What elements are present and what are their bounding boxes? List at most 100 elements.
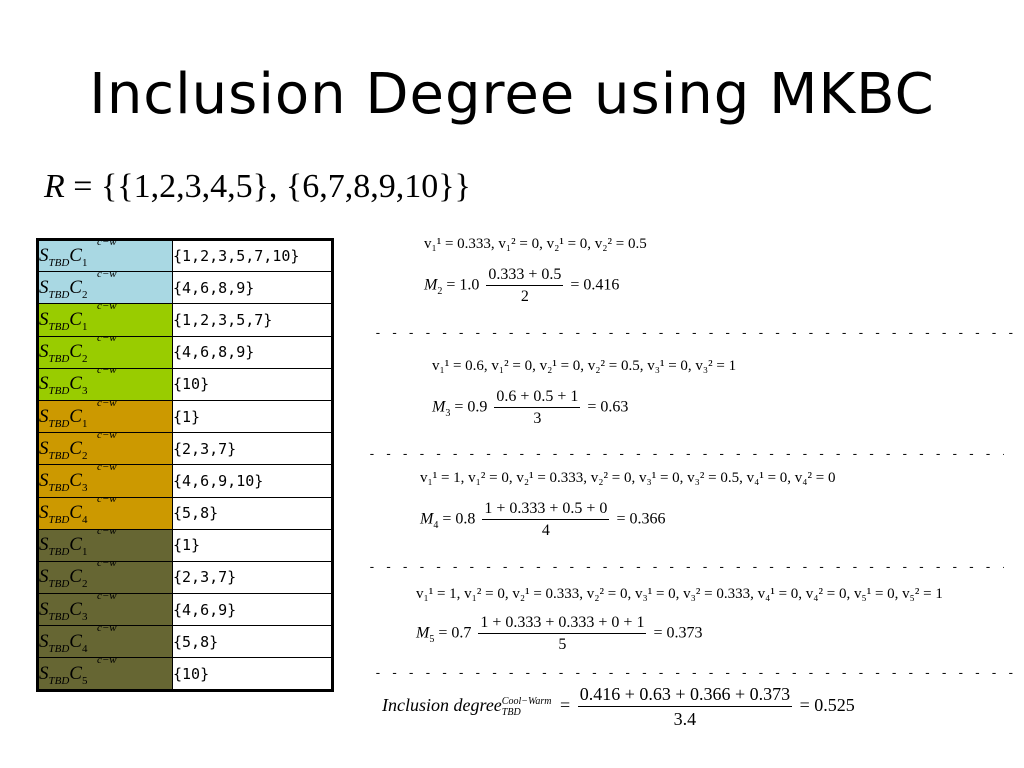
label-index: 4 — [81, 642, 88, 655]
label-tbd: TBD — [48, 674, 70, 687]
class-set-cell: {1,2,3,5,7} — [172, 303, 333, 337]
class-label: STBDC2 c−w — [39, 429, 117, 462]
class-set-cell: {4,6,8,9} — [172, 335, 333, 369]
label-tbd: TBD — [48, 578, 70, 591]
m5-denominator: 5 — [558, 636, 567, 653]
slide-title: Inclusion Degree using MKBC — [89, 62, 935, 127]
relation-sets: = {{1,2,3,4,5}, {6,7,8,9,10}} — [64, 168, 471, 205]
m3-symbol: M — [432, 398, 446, 416]
label-tbd: TBD — [48, 449, 70, 462]
label-c: C — [69, 308, 82, 330]
label-sup: c−w — [97, 364, 117, 377]
label-sup: c−w — [97, 557, 117, 570]
class-label-cell: STBDC1 c−w — [37, 397, 173, 434]
label-index: 1 — [81, 257, 88, 270]
inclusion-degree-equals: = — [560, 695, 571, 716]
table-row: STBDC1 c−w {1,2,3,5,7} — [37, 300, 333, 337]
m3-numerator: 0.6 + 0.5 + 1 — [494, 388, 581, 408]
label-c: C — [69, 437, 82, 459]
inclusion-degree-formula: Inclusion degree Cool−Warm TBD = 0.416 + 0… — [382, 684, 855, 730]
m5-numerator: 1 + 0.333 + 0.333 + 0 + 1 — [478, 614, 647, 634]
class-label: STBDC1 c−w — [39, 300, 117, 333]
label-index: 3 — [81, 481, 88, 494]
label-s: S — [39, 245, 49, 267]
class-label-cell: STBDC1 c−w — [37, 300, 173, 337]
label-tbd: TBD — [48, 481, 70, 494]
label-sup: c−w — [97, 460, 117, 473]
m3-fraction: 0.6 + 0.5 + 1 3 — [494, 388, 581, 428]
class-set-cell: {1} — [172, 528, 333, 562]
table-row: STBDC2 c−w {4,6,8,9} — [37, 268, 333, 305]
label-s: S — [39, 502, 49, 524]
class-label: STBDC2 c−w — [39, 557, 117, 591]
table-row: STBDC2 c−w {2,3,7} — [37, 429, 333, 466]
class-label: STBDC1 c−w — [39, 236, 117, 270]
label-index: 1 — [81, 417, 88, 430]
label-s: S — [39, 276, 49, 298]
m3-result: = 0.63 — [587, 398, 629, 416]
formula-m2: M2 = 1.0 0.333 + 0.5 2 = 0.416 — [424, 266, 619, 306]
class-set-cell: {10} — [172, 367, 333, 401]
m3-index: 3 — [445, 407, 451, 419]
label-c: C — [69, 276, 82, 298]
label-index: 2 — [81, 353, 88, 366]
m2-result: = 0.416 — [570, 276, 620, 294]
label-sup: c−w — [97, 525, 117, 538]
v-values-m3: v₁¹ = 0.6, v₁² = 0, v₂¹ = 0, v₂² = 0.5, … — [432, 358, 737, 374]
class-label-cell: STBDC2 c−w — [37, 332, 173, 369]
inclusion-degree-denominator: 3.4 — [673, 709, 697, 729]
table-row: STBDC1 c−w {1} — [37, 397, 333, 434]
label-tbd: TBD — [48, 353, 70, 366]
label-sup: c−w — [97, 653, 117, 666]
separator-3: - - - - - - - - - - - - - - - - - - - - … — [368, 560, 1004, 575]
table-row: STBDC2 c−w {2,3,7} — [37, 557, 333, 595]
class-set-cell: {5,8} — [172, 625, 333, 659]
label-index: 3 — [81, 385, 88, 398]
m5-index: 5 — [429, 633, 435, 645]
label-sup: c−w — [97, 267, 117, 280]
class-label: STBDC2 c−w — [39, 332, 117, 366]
m5-fraction: 1 + 0.333 + 0.333 + 0 + 1 5 — [478, 614, 647, 654]
label-s: S — [39, 437, 49, 459]
label-c: C — [69, 566, 82, 588]
table-row: STBDC3 c−w {4,6,9,10} — [37, 461, 333, 498]
label-sup: c−w — [97, 332, 117, 345]
m2-numerator: 0.333 + 0.5 — [486, 266, 564, 286]
label-c: C — [69, 630, 82, 652]
class-set-cell: {2,3,7} — [172, 432, 333, 466]
label-c: C — [69, 662, 82, 684]
label-index: 2 — [81, 288, 88, 301]
class-label: STBDC3 c−w — [39, 590, 117, 623]
class-set-cell: {1,2,3,5,7,10} — [172, 238, 333, 273]
relation-symbol: R — [44, 168, 65, 205]
label-s: S — [39, 662, 49, 684]
table-row: STBDC3 c−w {10} — [37, 364, 333, 401]
label-index: 1 — [81, 320, 88, 333]
m5-symbol: M — [416, 624, 430, 642]
m2-index: 2 — [437, 285, 443, 297]
m2-fraction: 0.333 + 0.5 2 — [486, 266, 564, 306]
separator-1: - - - - - - - - - - - - - - - - - - - - … — [374, 326, 1014, 341]
v-values-m5: v₁¹ = 1, v₁² = 0, v₂¹ = 0.333, v₂² = 0, … — [416, 586, 943, 602]
v-values-m2: v₁¹ = 0.333, v₁² = 0, v₂¹ = 0, v₂² = 0.5 — [424, 236, 647, 252]
m4-fraction: 1 + 0.333 + 0.5 + 0 4 — [482, 500, 610, 540]
table-row: STBDC2 c−w {4,6,8,9} — [37, 332, 333, 369]
table-row: STBDC1 c−w {1,2,3,5,7,10} — [37, 236, 333, 273]
m4-index: 4 — [433, 519, 439, 531]
inclusion-degree-numerator: 0.416 + 0.63 + 0.366 + 0.373 — [577, 684, 793, 707]
label-s: S — [39, 341, 49, 363]
label-sup: c−w — [97, 299, 117, 312]
m3-coef: = 0.9 — [454, 398, 488, 416]
label-c: C — [69, 502, 82, 524]
class-label-cell: STBDC1 c−w — [37, 525, 173, 562]
label-c: C — [69, 598, 82, 620]
class-label: STBDC2 c−w — [39, 268, 117, 301]
m5-coef: = 0.7 — [438, 624, 472, 642]
class-label-cell: STBDC1 c−w — [37, 236, 173, 273]
label-tbd: TBD — [48, 288, 70, 301]
class-label: STBDC5 c−w — [39, 654, 117, 687]
label-index: 5 — [81, 674, 88, 687]
class-label-cell: STBDC2 c−w — [37, 429, 173, 466]
label-s: S — [39, 534, 49, 556]
